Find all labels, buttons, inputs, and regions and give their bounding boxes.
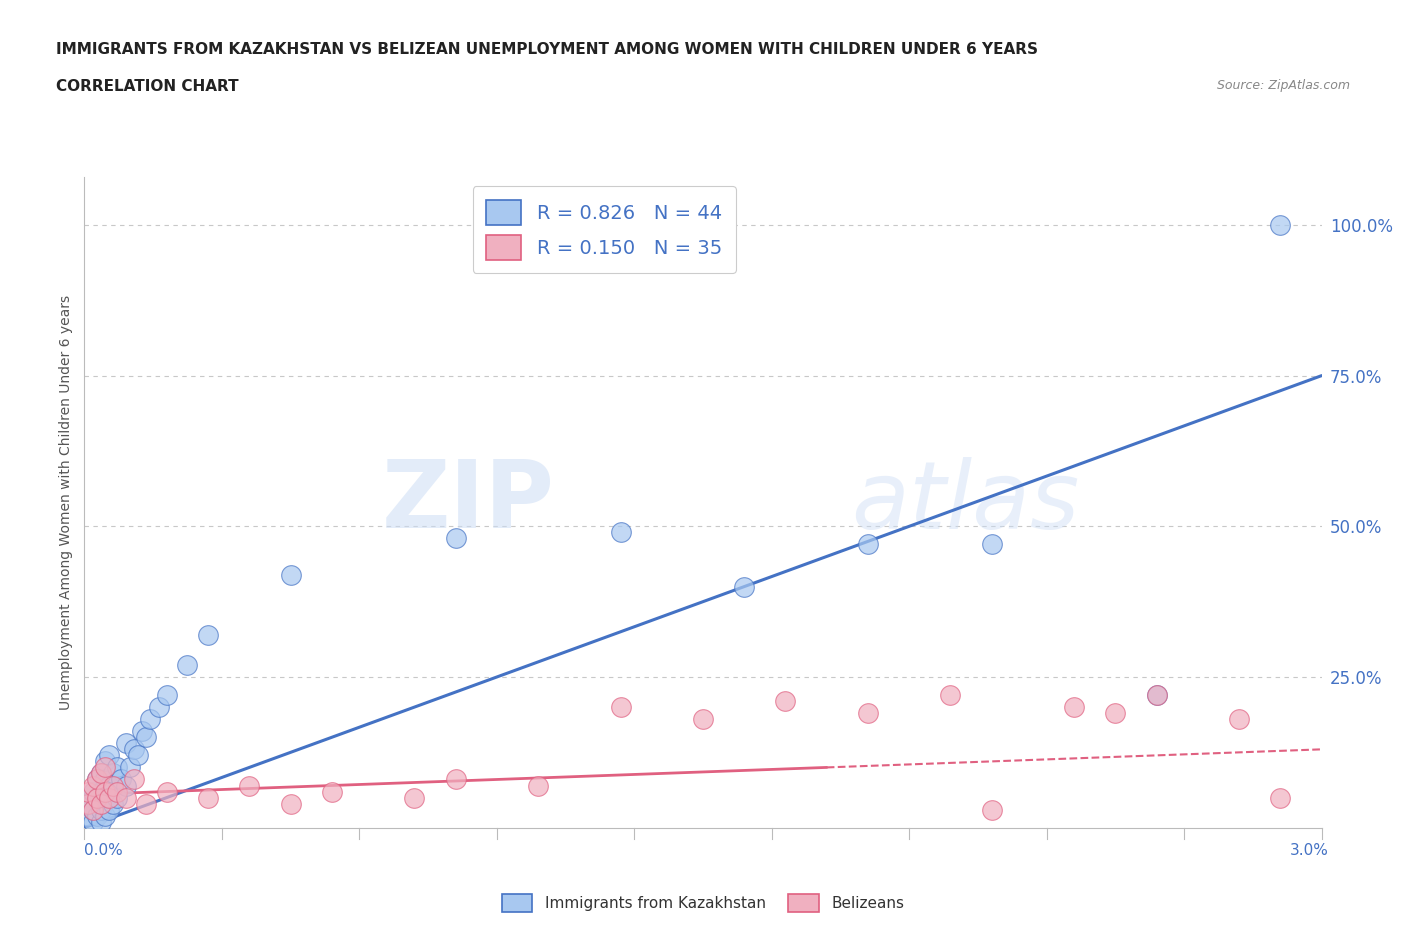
Point: [82, 784, 104, 799]
Point: [86, 808, 108, 823]
Point: [86, 790, 108, 805]
Point: [609, 525, 631, 539]
Point: [856, 537, 879, 551]
Point: [1063, 699, 1085, 714]
Point: [94, 808, 117, 823]
Point: [135, 796, 157, 811]
Point: [280, 567, 302, 582]
Point: [527, 778, 550, 793]
Point: [1270, 218, 1292, 232]
Point: [90, 784, 112, 799]
Point: [1146, 687, 1168, 702]
Point: [980, 803, 1002, 817]
Point: [90, 766, 112, 781]
Point: [197, 628, 219, 643]
Point: [148, 699, 170, 714]
Point: [444, 531, 467, 546]
Point: [86, 790, 108, 805]
Point: [856, 706, 879, 721]
Point: [733, 579, 755, 594]
Point: [110, 772, 132, 787]
Point: [98, 790, 121, 805]
Point: [77, 808, 100, 823]
Point: [90, 803, 112, 817]
Point: [609, 699, 631, 714]
Point: [238, 778, 260, 793]
Point: [103, 778, 125, 793]
Point: [103, 796, 125, 811]
Point: [980, 537, 1002, 551]
Point: [122, 742, 145, 757]
Text: atlas: atlas: [852, 457, 1080, 548]
Point: [94, 784, 117, 799]
Point: [86, 772, 108, 787]
Point: [94, 772, 117, 787]
Text: 3.0%: 3.0%: [1289, 844, 1329, 858]
Point: [321, 784, 343, 799]
Point: [444, 772, 467, 787]
Point: [86, 772, 108, 787]
Point: [82, 803, 104, 817]
Point: [105, 790, 128, 805]
Point: [139, 711, 162, 726]
Text: CORRELATION CHART: CORRELATION CHART: [56, 79, 239, 94]
Point: [90, 766, 112, 781]
Point: [1146, 687, 1168, 702]
Text: IMMIGRANTS FROM KAZAKHSTAN VS BELIZEAN UNEMPLOYMENT AMONG WOMEN WITH CHILDREN UN: IMMIGRANTS FROM KAZAKHSTAN VS BELIZEAN U…: [56, 42, 1038, 57]
Point: [98, 803, 121, 817]
Legend: Immigrants from Kazakhstan, Belizeans: Immigrants from Kazakhstan, Belizeans: [496, 888, 910, 918]
Point: [90, 796, 112, 811]
Point: [114, 790, 136, 805]
Y-axis label: Unemployment Among Women with Children Under 6 years: Unemployment Among Women with Children U…: [59, 295, 73, 710]
Point: [127, 748, 149, 763]
Point: [1270, 790, 1292, 805]
Point: [1104, 706, 1126, 721]
Point: [77, 784, 100, 799]
Point: [775, 694, 797, 709]
Point: [692, 711, 714, 726]
Point: [77, 796, 100, 811]
Point: [82, 815, 104, 830]
Point: [103, 766, 125, 781]
Point: [114, 778, 136, 793]
Point: [118, 760, 141, 775]
Legend: R = 0.826   N = 44, R = 0.150   N = 35: R = 0.826 N = 44, R = 0.150 N = 35: [472, 186, 735, 273]
Point: [94, 790, 117, 805]
Point: [90, 815, 112, 830]
Point: [82, 778, 104, 793]
Point: [105, 784, 128, 799]
Point: [404, 790, 426, 805]
Point: [105, 760, 128, 775]
Text: ZIP: ZIP: [381, 457, 554, 548]
Point: [939, 687, 962, 702]
Point: [131, 724, 153, 738]
Point: [114, 736, 136, 751]
Point: [82, 803, 104, 817]
Point: [98, 778, 121, 793]
Point: [176, 658, 198, 672]
Text: Source: ZipAtlas.com: Source: ZipAtlas.com: [1216, 79, 1350, 92]
Point: [94, 760, 117, 775]
Point: [156, 784, 179, 799]
Point: [77, 796, 100, 811]
Point: [135, 730, 157, 745]
Point: [197, 790, 219, 805]
Point: [1227, 711, 1250, 726]
Point: [156, 687, 179, 702]
Point: [280, 796, 302, 811]
Text: 0.0%: 0.0%: [84, 844, 124, 858]
Point: [98, 748, 121, 763]
Point: [94, 754, 117, 769]
Point: [122, 772, 145, 787]
